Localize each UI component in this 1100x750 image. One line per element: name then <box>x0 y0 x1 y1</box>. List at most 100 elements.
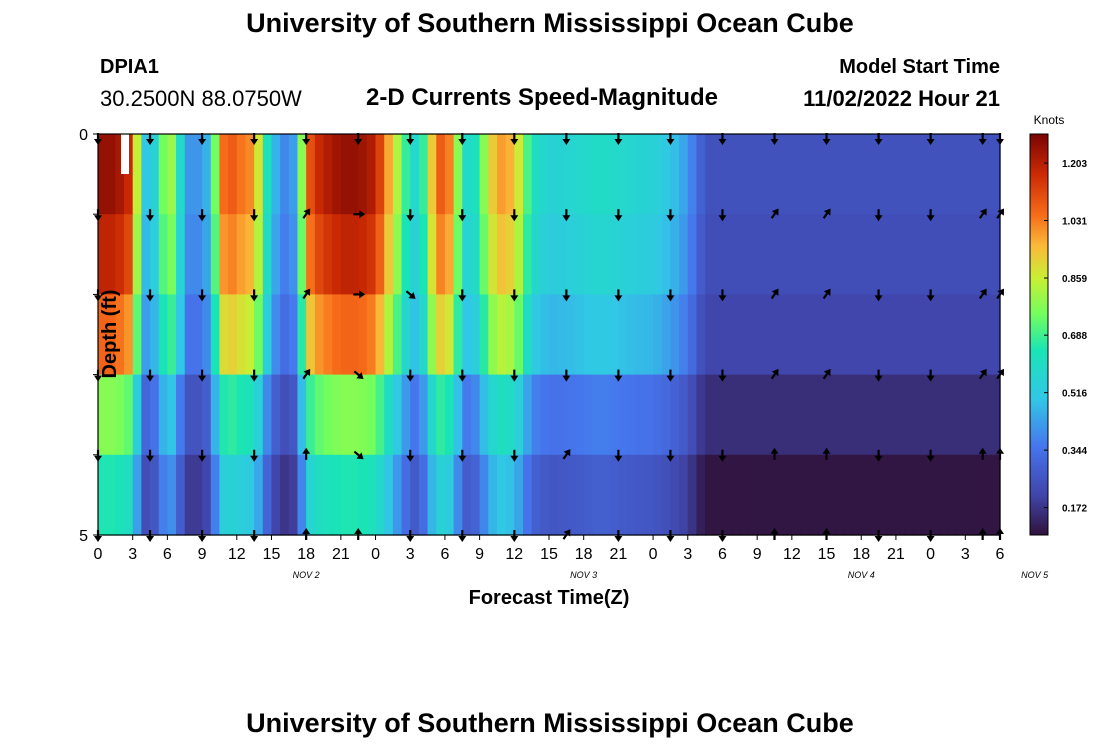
heatmap-cell <box>306 454 316 536</box>
heatmap-cell <box>210 294 221 376</box>
heatmap-cell <box>323 214 333 295</box>
heatmap-cell <box>444 294 455 376</box>
heatmap-cell <box>271 374 281 456</box>
heatmap-cell <box>262 454 273 536</box>
heatmap-cell <box>843 374 854 456</box>
heatmap-cell <box>124 134 134 215</box>
heatmap-cell <box>98 374 108 456</box>
heatmap-cell <box>427 214 437 295</box>
heatmap-cell <box>904 454 914 536</box>
x-tick-label: 12 <box>783 546 801 563</box>
heatmap-cell <box>366 134 377 215</box>
heatmap-cell <box>783 134 793 215</box>
heatmap-cell <box>757 214 767 295</box>
heatmap-cell <box>731 214 741 295</box>
heatmap-cell <box>973 454 984 536</box>
heatmap-cell <box>332 294 342 376</box>
heatmap-cell <box>106 374 116 456</box>
heatmap-cell <box>913 134 923 215</box>
heatmap-cell <box>826 374 836 456</box>
date-label: NOV 3 <box>570 570 597 580</box>
heatmap-cell <box>739 374 750 456</box>
heatmap-cell <box>930 374 940 456</box>
heatmap-cell <box>904 374 914 456</box>
heatmap-cell <box>193 374 203 456</box>
heatmap-cell <box>505 134 515 215</box>
heatmap-cell <box>774 454 784 536</box>
heatmap-cell <box>384 214 394 295</box>
heatmap-cell <box>947 294 958 376</box>
current-direction-arrow <box>874 289 883 302</box>
heatmap-cell <box>575 374 585 456</box>
heatmap-cell <box>401 374 411 456</box>
heatmap-cell <box>713 134 724 215</box>
heatmap-cell <box>358 214 368 295</box>
heatmap-cell <box>869 294 880 376</box>
heatmap-cell <box>479 214 489 295</box>
heatmap-cell <box>549 454 559 536</box>
heatmap-cell <box>774 134 784 215</box>
heatmap-cell <box>687 214 698 295</box>
heatmap-cell <box>826 134 836 215</box>
heatmap-cell <box>679 454 689 536</box>
heatmap-cell <box>401 294 411 376</box>
x-tick-label: 15 <box>263 546 281 563</box>
heatmap-cell <box>965 214 975 295</box>
current-direction-arrow <box>822 288 831 300</box>
heatmap-cell <box>219 294 229 376</box>
heatmap-cell <box>757 294 767 376</box>
heatmap-cell <box>835 374 845 456</box>
heatmap-cell <box>280 454 290 536</box>
heatmap-cell <box>982 134 992 215</box>
x-tick-label: 6 <box>440 546 449 563</box>
heatmap-cell <box>141 134 151 215</box>
heatmap-cell <box>349 374 359 456</box>
heatmap-cell <box>930 294 940 376</box>
heatmap-cell <box>236 214 247 295</box>
current-direction-arrow <box>510 449 519 462</box>
heatmap-cell <box>358 294 368 376</box>
current-direction-arrow <box>770 208 779 219</box>
heatmap-cell <box>401 214 411 295</box>
colorbar-unit: Knots <box>1034 113 1065 127</box>
heatmap-cell <box>167 294 177 376</box>
footer-title: University of Southern Mississippi Ocean… <box>246 708 854 738</box>
heatmap-cell <box>288 134 299 215</box>
heatmap-cell <box>496 134 507 215</box>
heatmap-cell <box>757 134 767 215</box>
heatmap-cell <box>384 454 394 536</box>
heatmap-cell <box>176 134 186 215</box>
x-tick-label: 21 <box>887 546 905 563</box>
heatmap-cell <box>384 134 394 215</box>
x-tick-label: 3 <box>961 546 970 563</box>
heatmap-cell <box>635 214 646 295</box>
heatmap-cell <box>332 134 342 215</box>
colorbar-tick-label: 0.859 <box>1062 274 1087 285</box>
heatmap-cell <box>132 214 142 295</box>
heatmap-cell <box>150 374 160 456</box>
current-direction-arrow <box>198 209 207 222</box>
heatmap-cell <box>176 294 186 376</box>
heatmap-cell <box>462 454 472 536</box>
heatmap-cell <box>861 134 871 215</box>
heatmap-cell <box>141 454 151 536</box>
heatmap-cell <box>366 214 377 295</box>
heatmap-cell <box>878 454 888 536</box>
heatmap-cell <box>826 454 836 536</box>
heatmap-cell <box>236 374 247 456</box>
heatmap-cell <box>566 214 576 295</box>
heatmap-cell <box>245 214 255 295</box>
heatmap-cell <box>739 134 750 215</box>
current-direction-arrow <box>458 530 467 542</box>
speed-heatmap-chart: 0 3 6 9 12 15 18 21 0 3 6 9 12 15 18 21 0 3 6 9 12 15 18 21 0 3 6 N… <box>79 113 1087 609</box>
heatmap-cell <box>479 294 489 376</box>
x-tick-label: 18 <box>575 546 593 563</box>
heatmap-cell <box>800 214 810 295</box>
heatmap-cell <box>228 454 238 536</box>
heatmap-cell <box>306 374 316 456</box>
colorbar-tick-label: 1.203 <box>1062 159 1087 170</box>
heatmap-cell <box>661 374 672 456</box>
heatmap-cell <box>106 214 116 295</box>
heatmap-cell <box>765 454 776 536</box>
heatmap-cell <box>609 134 619 215</box>
